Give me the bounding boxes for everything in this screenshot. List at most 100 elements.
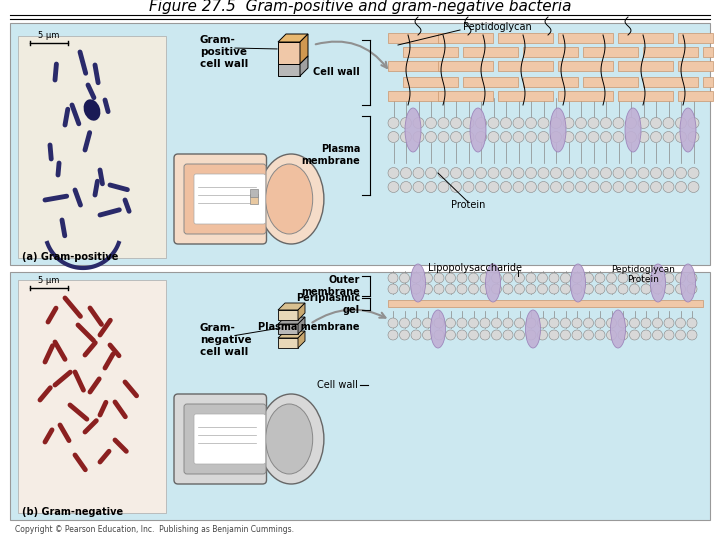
Circle shape	[526, 318, 536, 328]
Ellipse shape	[266, 164, 312, 234]
Circle shape	[515, 284, 524, 294]
Circle shape	[687, 273, 697, 283]
Circle shape	[451, 167, 462, 179]
Circle shape	[475, 118, 487, 129]
Ellipse shape	[485, 264, 500, 302]
Circle shape	[613, 167, 624, 179]
Circle shape	[595, 318, 605, 328]
Circle shape	[423, 273, 433, 283]
Text: Lipopolysaccharide: Lipopolysaccharide	[428, 263, 522, 273]
Circle shape	[492, 318, 502, 328]
Circle shape	[438, 132, 449, 143]
Circle shape	[469, 330, 479, 340]
Circle shape	[411, 284, 421, 294]
Bar	[643, 77, 698, 87]
Bar	[438, 91, 493, 101]
Circle shape	[583, 284, 593, 294]
Polygon shape	[278, 303, 305, 310]
Text: (b) Gram-negative: (b) Gram-negative	[22, 507, 123, 517]
Bar	[583, 47, 638, 57]
Circle shape	[618, 318, 628, 328]
Circle shape	[400, 273, 410, 283]
Ellipse shape	[680, 108, 696, 152]
Ellipse shape	[570, 264, 585, 302]
Circle shape	[600, 118, 611, 129]
FancyBboxPatch shape	[184, 404, 266, 474]
Circle shape	[675, 284, 685, 294]
Circle shape	[626, 181, 636, 192]
Text: Gram-
negative
cell wall: Gram- negative cell wall	[200, 323, 251, 356]
Bar	[523, 77, 578, 87]
Circle shape	[663, 167, 674, 179]
Circle shape	[675, 132, 686, 143]
Circle shape	[413, 181, 424, 192]
Circle shape	[600, 132, 611, 143]
Bar	[618, 91, 673, 101]
Circle shape	[515, 318, 524, 328]
Ellipse shape	[266, 404, 312, 474]
Circle shape	[503, 318, 513, 328]
Circle shape	[463, 181, 474, 192]
Circle shape	[538, 167, 549, 179]
Circle shape	[480, 330, 490, 340]
Circle shape	[606, 330, 616, 340]
Circle shape	[629, 273, 639, 283]
Circle shape	[629, 330, 639, 340]
Circle shape	[446, 284, 456, 294]
Bar	[678, 61, 713, 71]
Circle shape	[618, 273, 628, 283]
Circle shape	[652, 318, 662, 328]
Circle shape	[563, 132, 574, 143]
Bar	[558, 91, 613, 101]
Circle shape	[641, 284, 651, 294]
Circle shape	[503, 284, 513, 294]
Circle shape	[572, 273, 582, 283]
Circle shape	[583, 318, 593, 328]
Circle shape	[650, 118, 662, 129]
Circle shape	[575, 167, 587, 179]
Text: Outer
membrane: Outer membrane	[301, 275, 360, 297]
Circle shape	[572, 318, 582, 328]
Circle shape	[572, 284, 582, 294]
Circle shape	[434, 330, 444, 340]
Circle shape	[663, 118, 674, 129]
Polygon shape	[298, 303, 305, 320]
Circle shape	[538, 273, 547, 283]
Circle shape	[500, 167, 511, 179]
Circle shape	[650, 181, 662, 192]
Circle shape	[526, 284, 536, 294]
Bar	[463, 47, 518, 57]
Circle shape	[457, 284, 467, 294]
Circle shape	[551, 167, 562, 179]
Circle shape	[600, 181, 611, 192]
Circle shape	[595, 284, 605, 294]
Bar	[678, 33, 713, 43]
Circle shape	[549, 284, 559, 294]
Circle shape	[583, 273, 593, 283]
Circle shape	[560, 330, 570, 340]
Circle shape	[549, 273, 559, 283]
Circle shape	[575, 118, 587, 129]
Circle shape	[618, 284, 628, 294]
Bar	[438, 61, 493, 71]
Circle shape	[675, 330, 685, 340]
Text: Figure 27.5  Gram-positive and gram-negative bacteria: Figure 27.5 Gram-positive and gram-negat…	[149, 0, 571, 15]
Circle shape	[664, 284, 674, 294]
Circle shape	[513, 181, 524, 192]
Circle shape	[411, 273, 421, 283]
Bar	[278, 64, 300, 76]
Circle shape	[641, 273, 651, 283]
Circle shape	[513, 118, 524, 129]
Circle shape	[423, 284, 433, 294]
Circle shape	[400, 284, 410, 294]
Circle shape	[588, 118, 599, 129]
Circle shape	[488, 132, 499, 143]
Circle shape	[457, 330, 467, 340]
Circle shape	[575, 181, 587, 192]
Circle shape	[400, 318, 410, 328]
Circle shape	[411, 330, 421, 340]
Circle shape	[687, 284, 697, 294]
Text: Protein: Protein	[627, 274, 659, 284]
Text: Periplasmic
gel: Periplasmic gel	[296, 293, 360, 315]
Bar	[18, 36, 166, 258]
